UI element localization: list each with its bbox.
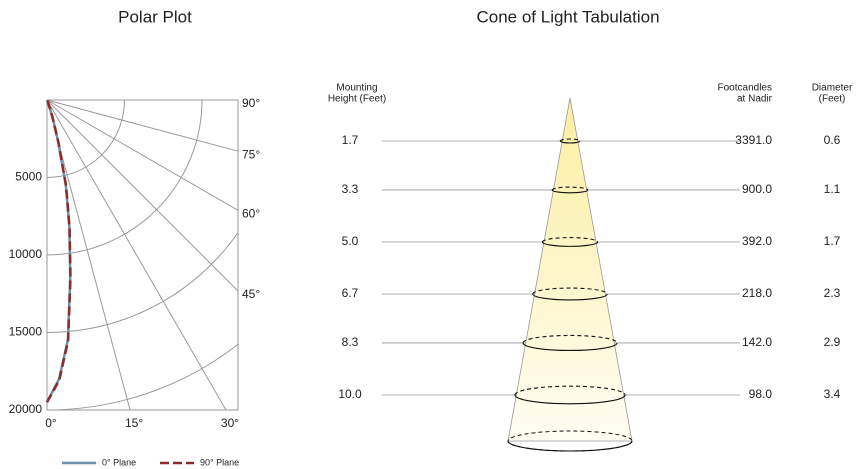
angle-label: 60° [242, 206, 260, 220]
diameter-label: 2.3 [824, 286, 841, 300]
plot-frame [46, 99, 239, 411]
r-tick-label: 20000 [9, 402, 43, 416]
diameter-label: 1.1 [824, 182, 841, 196]
angle-label: 90° [242, 96, 260, 110]
ellipse-front [522, 342, 618, 352]
grid-circle [47, 343, 238, 410]
footcandles-label: 3391.0 [735, 133, 772, 147]
height-label: 3.3 [342, 182, 359, 196]
diameter-label: 3.4 [824, 387, 841, 401]
angle-label: 30° [221, 416, 239, 430]
height-label: 8.3 [342, 335, 359, 349]
column-header: (Feet) [819, 94, 846, 105]
height-label: 6.7 [342, 286, 359, 300]
diameter-label: 1.7 [824, 234, 841, 248]
ellipse-front [514, 394, 626, 405]
legend-label: 90° Plane [200, 457, 239, 467]
grid-circle [47, 100, 203, 256]
column-header: Diameter [812, 83, 853, 94]
ellipse-back [551, 186, 589, 191]
legend-label: 0° Plane [102, 457, 136, 467]
cone-title: Cone of Light Tabulation [476, 7, 659, 26]
height-label: 5.0 [342, 234, 359, 248]
angle-label: 0° [45, 416, 57, 430]
r-tick-label: 10000 [9, 247, 43, 261]
angle-label: 45° [242, 287, 260, 301]
footcandles-label: 900.0 [742, 182, 772, 196]
height-label: 1.7 [342, 133, 359, 147]
cone-base-front [507, 440, 633, 452]
r-tick-label: 15000 [9, 325, 43, 339]
ellipse-back [532, 287, 608, 295]
footcandles-label: 218.0 [742, 286, 772, 300]
cone [507, 97, 633, 442]
angle-label: 15° [125, 416, 143, 430]
footcandles-label: 392.0 [742, 234, 772, 248]
angle-label: 75° [242, 147, 260, 161]
column-header: Mounting [336, 83, 377, 94]
radial-line [46, 99, 227, 411]
column-header: Footcandles [718, 83, 772, 94]
ellipse-front [532, 293, 608, 301]
footcandles-label: 142.0 [742, 335, 772, 349]
radial-line [46, 99, 239, 152]
diameter-label: 0.6 [824, 133, 841, 147]
ellipse-front [541, 241, 599, 247]
ellipse-back [522, 334, 618, 344]
r-tick-label: 5000 [15, 170, 42, 184]
polar-title: Polar Plot [118, 7, 192, 26]
diameter-label: 2.9 [824, 335, 841, 349]
footcandles-label: 98.0 [749, 387, 773, 401]
column-header: at Nadir [737, 94, 773, 105]
ellipse-front [551, 189, 589, 194]
ellipse-back [541, 237, 599, 243]
radial-line [46, 99, 239, 292]
ellipse-back [514, 385, 626, 396]
radial-line [46, 99, 239, 211]
column-header: Height (Feet) [328, 94, 386, 105]
height-label: 10.0 [338, 387, 362, 401]
curve [45, 99, 72, 403]
polar-grid [47, 100, 238, 410]
ellipse-back [559, 138, 581, 142]
ellipse-front [559, 140, 581, 144]
